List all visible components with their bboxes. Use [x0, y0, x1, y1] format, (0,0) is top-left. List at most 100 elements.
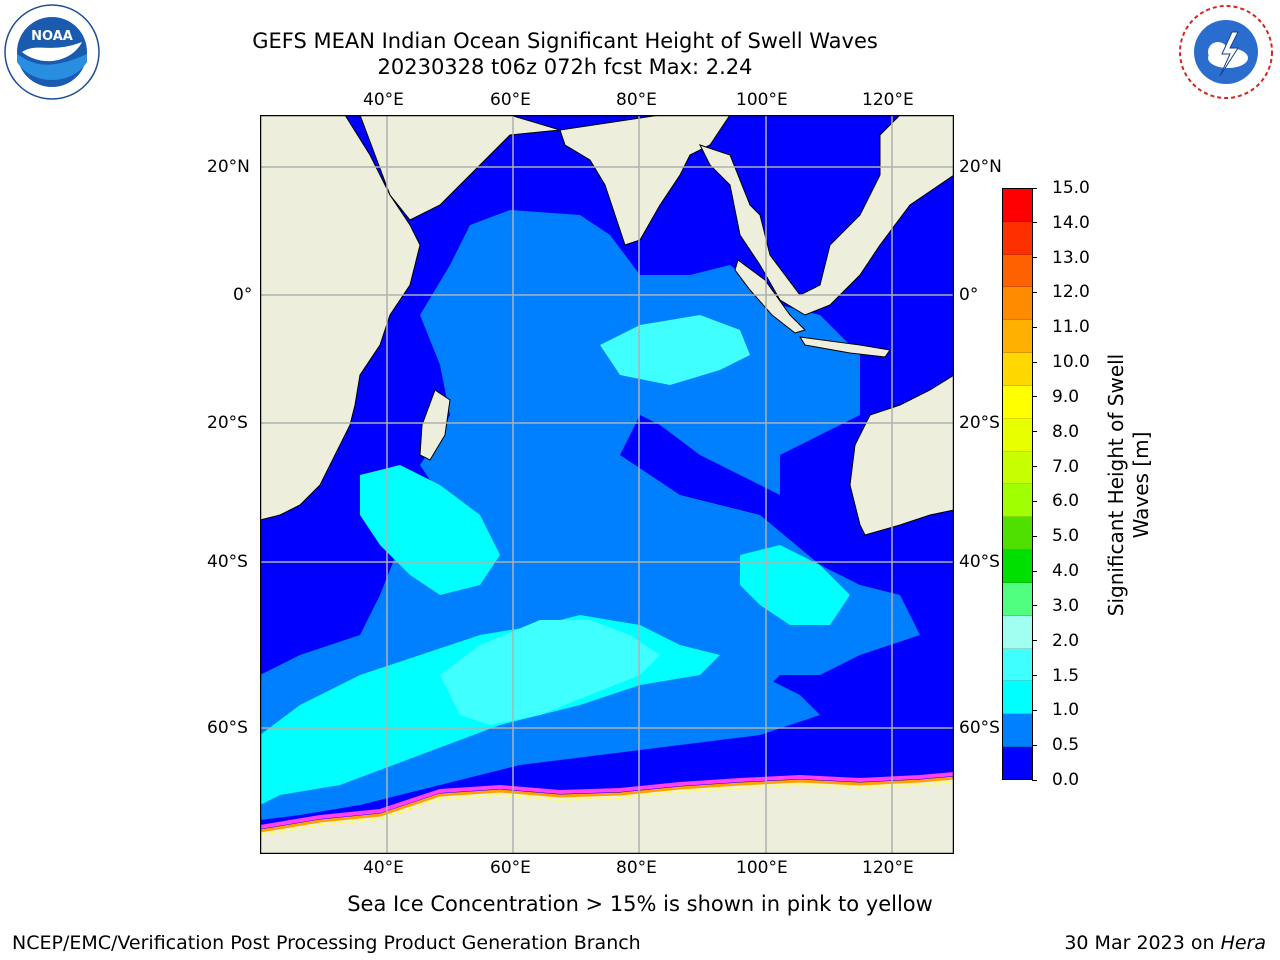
- colorbar-tick-label: 11.0: [1052, 317, 1090, 338]
- colorbar-segment: [1003, 747, 1032, 779]
- colorbar-tick-label: 0.5: [1052, 735, 1080, 756]
- land-java: [799, 336, 891, 358]
- colorbar-tick-mark: [1032, 779, 1037, 781]
- swell-band-1-5-2-0-mid: [600, 315, 750, 385]
- colorbar-segment: [1003, 714, 1032, 748]
- colorbar-segment: [1003, 254, 1032, 288]
- footer-date-text: 30 Mar 2023 on: [1064, 932, 1215, 954]
- lat-label-left-60s: 60°S: [207, 718, 248, 738]
- colorbar-tick-label: 10.0: [1052, 352, 1090, 373]
- chart-title-line2: 20230328 t06z 072h fcst Max: 2.24: [377, 55, 753, 79]
- colorbar-tick-mark: [1032, 570, 1037, 572]
- swell-band-1-5-2-0: [440, 620, 660, 725]
- sea-ice-note: Sea Ice Concentration > 15% is shown in …: [347, 892, 933, 916]
- colorbar-tick-label: 8.0: [1052, 421, 1080, 442]
- colorbar-tick-mark: [1032, 605, 1037, 607]
- noaa-logo-text: NOAA: [31, 29, 73, 44]
- sea-ice-orange: [259, 776, 955, 833]
- sea-ice-yellow: [259, 781, 955, 836]
- land-madagascar: [419, 389, 451, 461]
- colorbar-segment: [1003, 648, 1032, 682]
- colorbar-label-line2: Waves [m]: [1129, 431, 1153, 539]
- lon-label-bottom-60e: 60°E: [490, 858, 531, 878]
- colorbar-tick-mark: [1032, 640, 1037, 642]
- swell-height-map: [259, 114, 955, 855]
- chart-title-line1: GEFS MEAN Indian Ocean Significant Heigh…: [252, 29, 878, 53]
- lon-label-bottom-80e: 80°E: [616, 858, 657, 878]
- colorbar-segment: [1003, 353, 1032, 386]
- lon-label-bottom-100e: 100°E: [736, 858, 788, 878]
- lat-label-right-20s: 20°S: [959, 413, 1000, 433]
- colorbar-tick-label: 7.0: [1052, 456, 1080, 477]
- lon-label-top-80e: 80°E: [616, 90, 657, 110]
- colorbar-segment: [1003, 484, 1032, 518]
- swell-band-1-0-1-5-east: [740, 545, 850, 625]
- colorbar-tick-mark: [1032, 709, 1037, 711]
- lat-lon-grid: [260, 115, 954, 854]
- noaa-logo: NOAA: [2, 2, 102, 102]
- lon-label-top-60e: 60°E: [490, 90, 531, 110]
- colorbar-segment: [1003, 418, 1032, 452]
- colorbar-tick-label: 2.0: [1052, 630, 1080, 651]
- colorbar-segment: [1003, 550, 1032, 583]
- colorbar-segment: [1003, 681, 1032, 715]
- lat-label-right-60s: 60°S: [959, 718, 1000, 738]
- lon-label-bottom-120e: 120°E: [862, 858, 914, 878]
- colorbar-tick-mark: [1032, 187, 1037, 189]
- land-australia: [849, 374, 955, 536]
- colorbar-tick-mark: [1032, 535, 1037, 537]
- colorbar-tick-mark: [1032, 466, 1037, 468]
- colorbar-tick-label: 1.5: [1052, 665, 1080, 686]
- colorbar-tick-label: 4.0: [1052, 561, 1080, 582]
- lon-label-bottom-40e: 40°E: [363, 858, 404, 878]
- colorbar-segment: [1003, 189, 1032, 222]
- footer-credit: NCEP/EMC/Verification Post Processing Pr…: [12, 932, 641, 954]
- colorbar-segment: [1003, 385, 1032, 419]
- map-panel: [259, 114, 955, 858]
- sea-ice-pink: [259, 772, 955, 829]
- colorbar: [1002, 188, 1033, 780]
- colorbar-tick-mark: [1032, 361, 1037, 363]
- colorbar-segment: [1003, 615, 1032, 649]
- lat-label-right-40s: 40°S: [959, 552, 1000, 572]
- colorbar-tick-label: 3.0: [1052, 595, 1080, 616]
- colorbar-tick-label: 15.0: [1052, 178, 1090, 198]
- colorbar-segment: [1003, 582, 1032, 616]
- colorbar-tick-mark: [1032, 222, 1037, 224]
- colorbar-segment: [1003, 320, 1032, 354]
- colorbar-segment: [1003, 517, 1032, 551]
- colorbar-tick-label: 5.0: [1052, 526, 1080, 547]
- lat-label-left-20n: 20°N: [207, 157, 250, 177]
- colorbar-segment: [1003, 451, 1032, 485]
- land-sumatra: [734, 259, 806, 334]
- colorbar-tick-label: 13.0: [1052, 247, 1090, 268]
- colorbar-tick-label: 0.0: [1052, 770, 1080, 790]
- colorbar-segment: [1003, 221, 1032, 255]
- colorbar-tick-mark: [1032, 500, 1037, 502]
- footer-date: 30 Mar 2023 on Hera: [1064, 932, 1266, 954]
- colorbar-segments: [1003, 189, 1032, 779]
- lat-label-left-20s: 20°S: [207, 413, 248, 433]
- colorbar-tick-mark: [1032, 291, 1037, 293]
- lat-label-left-40s: 40°S: [207, 552, 248, 572]
- colorbar-ticks: 15.0 14.0 13.0 12.0 11.0 10.0 9.0 8.0 7.0 6.0 5.0 4…: [1032, 178, 1106, 790]
- footer-machine: Hera: [1220, 932, 1266, 954]
- nws-logo: [1176, 2, 1276, 102]
- lat-label-right-0: 0°: [959, 285, 979, 305]
- colorbar-tick-label: 6.0: [1052, 491, 1080, 512]
- colorbar-label-line1: Significant Height of Swell: [1104, 353, 1128, 617]
- colorbar-tick-mark: [1032, 396, 1037, 398]
- land-india: [559, 114, 731, 246]
- colorbar-tick-mark: [1032, 431, 1037, 433]
- colorbar-tick-mark: [1032, 675, 1037, 677]
- lat-label-right-20n: 20°N: [959, 157, 1002, 177]
- colorbar-tick-label: 14.0: [1052, 212, 1090, 233]
- map-frame: [259, 114, 955, 855]
- lon-label-top-100e: 100°E: [736, 90, 788, 110]
- colorbar-tick-mark: [1032, 744, 1037, 746]
- lat-label-left-0: 0°: [233, 285, 253, 305]
- colorbar-tick-label: 12.0: [1052, 282, 1090, 303]
- lon-label-top-40e: 40°E: [363, 90, 404, 110]
- colorbar-segment: [1003, 287, 1032, 321]
- colorbar-tick-mark: [1032, 326, 1037, 328]
